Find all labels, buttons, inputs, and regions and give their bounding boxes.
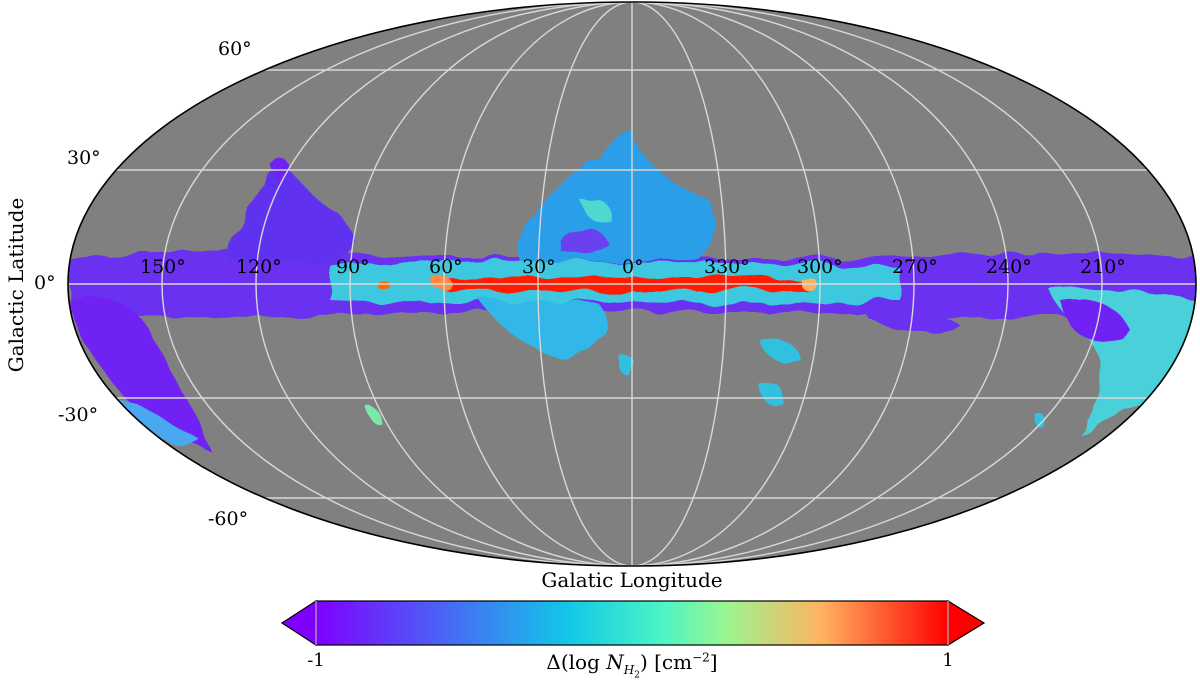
map-frame: [67, 1, 1197, 567]
lon-tick-120: 120°: [236, 256, 282, 278]
emission-features: [70, 129, 1196, 450]
lon-tick-240: 240°: [986, 256, 1032, 278]
lat-tick-minus60: -60°: [208, 508, 249, 530]
lon-tick-330: 330°: [704, 256, 750, 278]
lon-tick-270: 270°: [892, 256, 938, 278]
lat-tick-minus30: -30°: [58, 404, 99, 426]
lon-tick-210: 210°: [1080, 256, 1126, 278]
x-axis-label: Galatic Longitude: [541, 568, 723, 592]
y-axis-label: Galactic Latitude: [4, 197, 28, 373]
colorbar-label: Δ(log NH2) [cm−2]: [546, 650, 718, 681]
colorbar-min-label: -1: [307, 650, 325, 671]
colorbar-extend-high: [947, 599, 986, 647]
lon-tick-30: 30°: [522, 256, 556, 278]
colorbar-max-label: 1: [942, 650, 954, 671]
colorbar-gradient: [315, 600, 949, 646]
lat-tick-0: 0°: [34, 272, 56, 294]
lon-tick-0: 0°: [622, 256, 644, 278]
colorbar-extend-low: [280, 599, 317, 647]
lon-tick-300: 300°: [797, 256, 843, 278]
lon-tick-60: 60°: [429, 256, 463, 278]
lon-tick-90: 90°: [336, 256, 370, 278]
lat-tick-30: 30°: [67, 147, 101, 169]
colorbar: [280, 599, 986, 647]
lon-tick-150: 150°: [140, 256, 186, 278]
lat-tick-60: 60°: [218, 38, 252, 60]
